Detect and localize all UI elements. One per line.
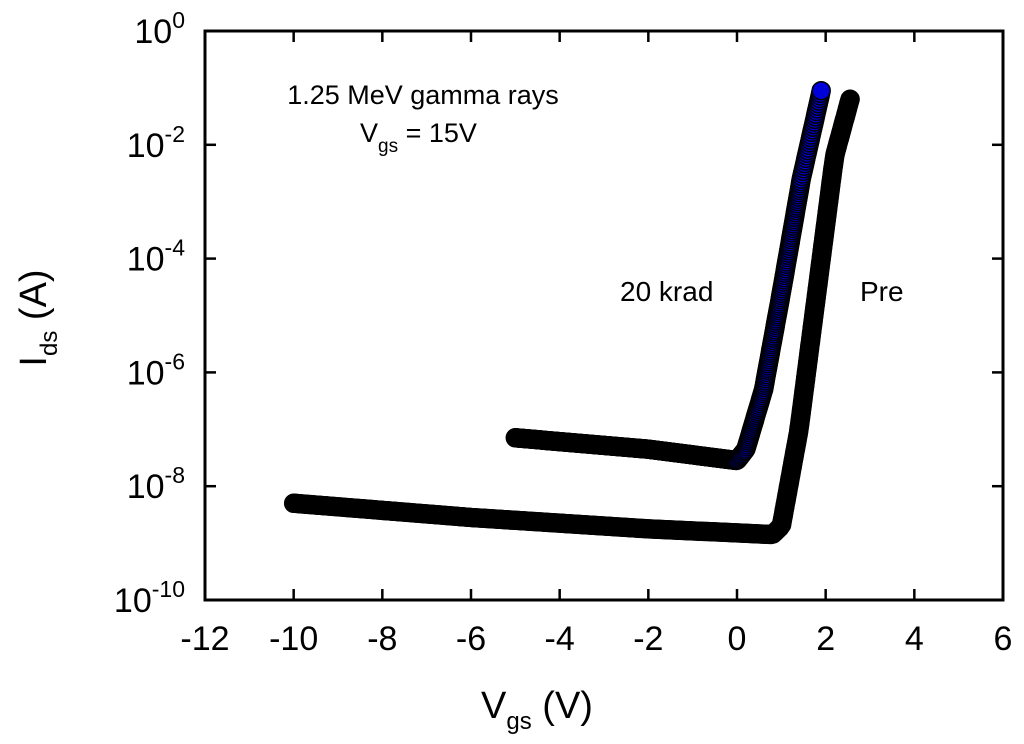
x-axis-title-sub: gs <box>506 708 531 735</box>
data-point <box>840 89 860 110</box>
y-axis-title: Ids (A) <box>13 269 63 366</box>
x-tick-label: 6 <box>994 620 1013 658</box>
series-label-20krad: 20 krad <box>620 276 713 307</box>
annotation-v-sub: gs <box>378 136 398 157</box>
y-tick-label: 10-4 <box>127 235 185 279</box>
y-axis-title-main: I <box>13 356 55 367</box>
y-axis-title-sub: ds <box>36 331 63 356</box>
x-tick-label: 2 <box>816 620 835 658</box>
x-tick-label: -8 <box>367 620 397 658</box>
y-tick-label: 10-8 <box>127 462 185 506</box>
x-axis-title: Vgs (V) <box>481 685 593 735</box>
plot-frame <box>203 29 1005 602</box>
data-markers <box>283 80 860 545</box>
axis-ticks: -12 -10 -8 -6 -4 -2 0 2 4 6 100 10-2 10-4 10-6 10-8 10-… <box>114 7 1013 658</box>
annotation-value: = 15V <box>398 118 477 148</box>
y-axis-title-group: Ids (A) <box>13 269 63 366</box>
x-tick-label: 4 <box>905 620 924 658</box>
x-axis-title-unit: (V) <box>532 685 593 727</box>
annotation-line-1: 1.25 MeV gamma rays <box>287 80 559 110</box>
x-tick-label: -2 <box>633 620 663 658</box>
x-tick-label: 0 <box>728 620 747 658</box>
y-axis-title-unit: (A) <box>13 269 55 330</box>
x-tick-label: -10 <box>269 620 318 658</box>
series-20krad <box>505 80 831 471</box>
y-tick-label: 10-2 <box>127 121 185 165</box>
y-tick-label: 100 <box>134 7 185 51</box>
x-axis-title-main: V <box>481 685 507 727</box>
data-point <box>811 80 831 101</box>
annotation-line-2: Vgs = 15V <box>360 118 477 157</box>
x-tick-label: -4 <box>545 620 575 658</box>
annotation-v: V <box>360 118 378 148</box>
x-tick-label: -6 <box>456 620 486 658</box>
x-tick-label: -12 <box>180 620 229 658</box>
series-pre <box>283 89 860 545</box>
series-label-pre: Pre <box>860 276 904 307</box>
y-tick-label: 10-10 <box>114 576 185 620</box>
annotation: 1.25 MeV gamma rays Vgs = 15V <box>287 80 559 157</box>
y-tick-label: 10-6 <box>127 348 185 392</box>
